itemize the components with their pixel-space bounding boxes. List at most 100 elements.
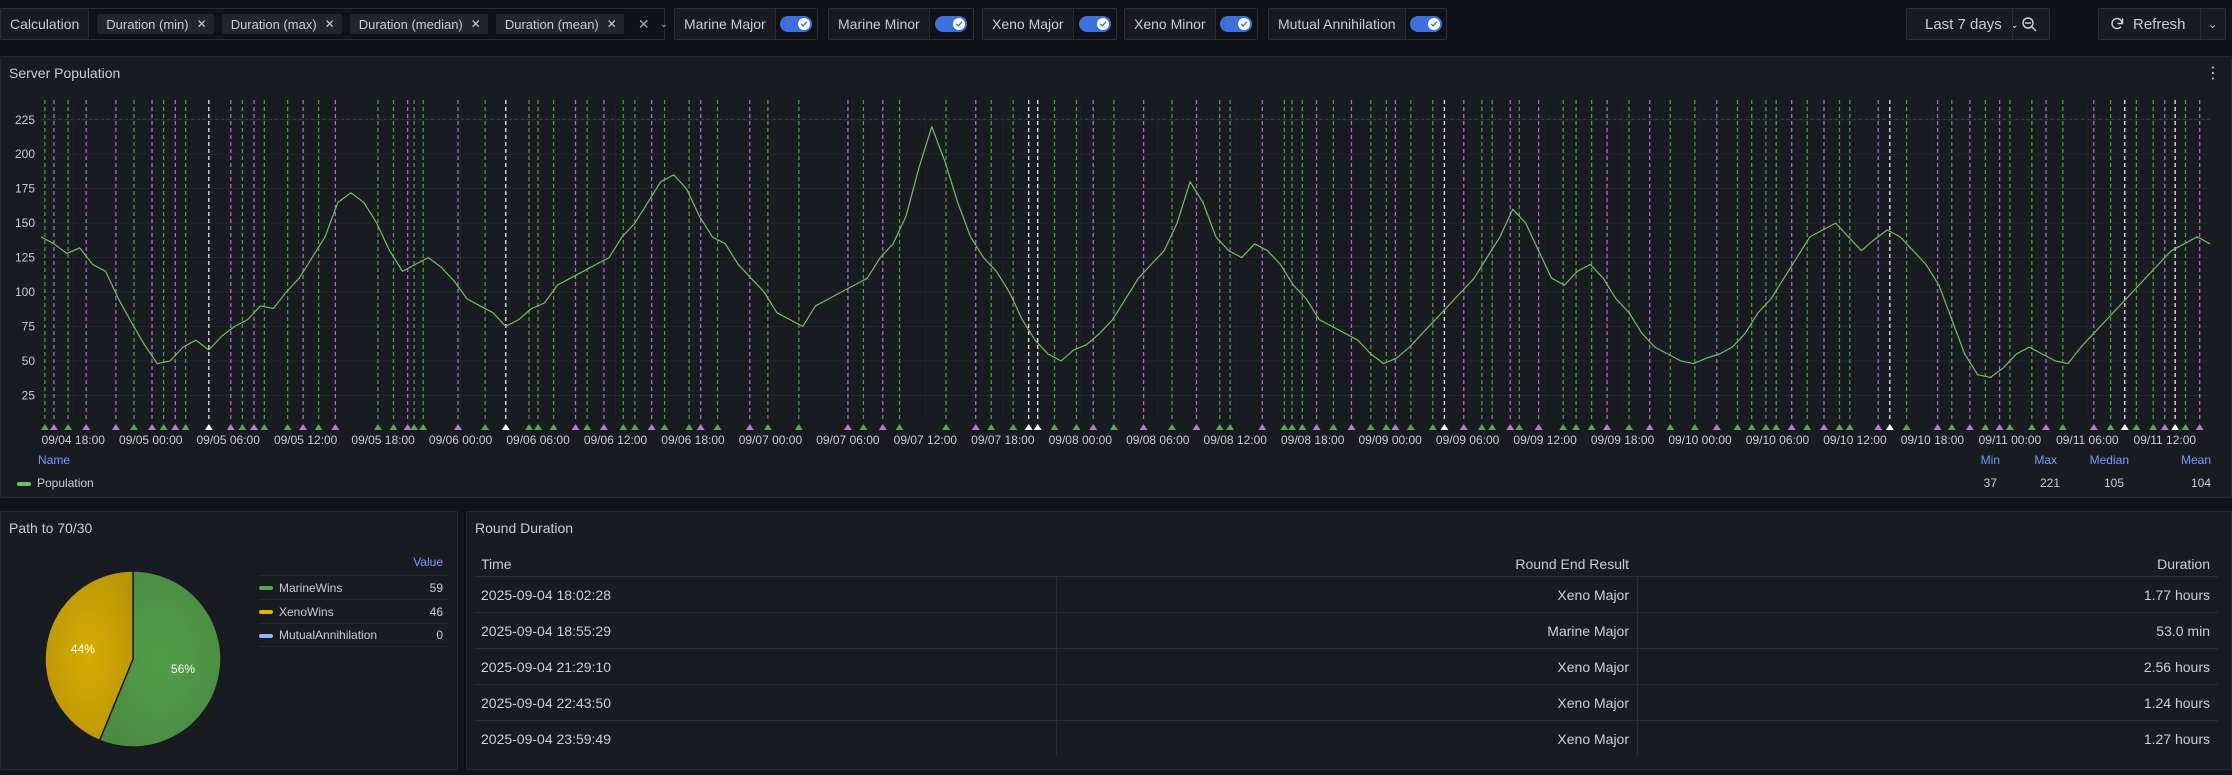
x-tick-label: 09/11 06:00 bbox=[2056, 433, 2119, 447]
annotation-marker bbox=[2027, 424, 2036, 430]
annotation-marker bbox=[1459, 424, 1468, 430]
pie-legend-item-marinewins[interactable]: MarineWins 59 bbox=[259, 575, 449, 599]
annotation-marker bbox=[64, 424, 73, 430]
cell-duration: 1.24 hours bbox=[1637, 685, 2218, 720]
legend-header-median[interactable]: Median bbox=[2089, 453, 2129, 467]
annotation-marker bbox=[2160, 424, 2169, 430]
annotation-marker bbox=[238, 424, 247, 430]
toggle-label: Xeno Major bbox=[983, 9, 1074, 39]
table-row: 2025-09-04 18:55:29 Marine Major 53.0 min bbox=[475, 612, 2218, 648]
legend-mean-value: 104 bbox=[2190, 476, 2211, 490]
panel-menu-icon[interactable]: ⋮ bbox=[2205, 65, 2221, 82]
chevron-down-icon[interactable]: ⌄ bbox=[659, 18, 668, 30]
annotation-marker bbox=[571, 424, 580, 430]
annotation-marker bbox=[2005, 424, 2014, 430]
toggle-variable: Marine Major bbox=[674, 8, 818, 40]
pie-chart[interactable]: 56% 44% bbox=[15, 555, 255, 765]
toggle-label: Marine Minor bbox=[829, 9, 930, 39]
annotation-marker bbox=[1024, 424, 1033, 430]
chip-label: Duration (max) bbox=[230, 16, 317, 32]
toggle-container bbox=[1074, 9, 1116, 39]
refresh-interval-dropdown[interactable]: ⌄ bbox=[2200, 9, 2224, 39]
population-chart[interactable]: 25 50 75 100 125 150 175 200 225 09/04 18:00 09/05… bbox=[0, 56, 2232, 486]
time-range-picker[interactable]: Last 7 days ⌄ bbox=[1906, 8, 2050, 40]
annotation-marker bbox=[534, 424, 543, 430]
annotation-marker bbox=[1645, 424, 1654, 430]
legend-header-mean[interactable]: Mean bbox=[2180, 453, 2211, 467]
annotation-marker bbox=[1391, 424, 1400, 430]
legend-series-population[interactable]: Population bbox=[17, 476, 94, 490]
annotation-marker bbox=[1534, 424, 1543, 430]
annotation-marker bbox=[111, 424, 120, 430]
legend-header-max[interactable]: Max bbox=[2034, 453, 2057, 467]
calculation-chip[interactable]: Duration (median) ✕ bbox=[349, 14, 488, 34]
calculation-chip[interactable]: Duration (mean) ✕ bbox=[495, 14, 624, 34]
column-header-result[interactable]: Round End Result bbox=[1515, 556, 1629, 572]
y-tick-label: 225 bbox=[15, 113, 35, 127]
refresh-icon bbox=[2111, 17, 2124, 30]
x-tick-label: 09/07 00:00 bbox=[739, 433, 803, 447]
legend-median-value: 105 bbox=[2103, 476, 2124, 490]
annotation-marker bbox=[419, 424, 428, 430]
round-duration-table: Time Round End Result Duration 2025-09-0… bbox=[475, 552, 2218, 756]
annotation-marker bbox=[1366, 424, 1375, 430]
y-tick-label: 175 bbox=[15, 182, 35, 196]
toggle-knob bbox=[1427, 18, 1440, 30]
legend-header-min[interactable]: Min bbox=[1980, 453, 2000, 467]
toggle-switch[interactable] bbox=[1409, 16, 1442, 32]
remove-chip-icon[interactable]: ✕ bbox=[606, 17, 617, 31]
annotation-marker bbox=[685, 424, 694, 430]
annotation-marker bbox=[82, 424, 91, 430]
x-tick-label: 09/06 06:00 bbox=[506, 433, 570, 447]
legend-header-name: Name bbox=[38, 453, 71, 467]
annotation-marker bbox=[1167, 424, 1176, 430]
annotation-marker bbox=[630, 424, 639, 430]
annotation-marker bbox=[1981, 424, 1990, 430]
toggle-knob bbox=[798, 18, 811, 30]
annotation-marker bbox=[148, 424, 157, 430]
pie-legend-value-header[interactable]: Value bbox=[413, 555, 443, 569]
calculation-chip[interactable]: Duration (max) ✕ bbox=[221, 14, 342, 34]
cell-result: Xeno Major bbox=[1056, 649, 1637, 684]
annotation-marker bbox=[843, 424, 852, 430]
annotation-marker bbox=[763, 424, 772, 430]
x-tick-label: 09/08 12:00 bbox=[1204, 433, 1268, 447]
remove-chip-icon[interactable]: ✕ bbox=[196, 17, 207, 31]
cell-time: 2025-09-04 23:59:49 bbox=[481, 730, 611, 747]
calculation-chip[interactable]: Duration (min) ✕ bbox=[97, 14, 214, 34]
annotation-marker bbox=[2042, 424, 2051, 430]
toggle-variable: Xeno Major bbox=[982, 8, 1117, 40]
column-header-time[interactable]: Time bbox=[481, 556, 512, 572]
remove-chip-icon[interactable]: ✕ bbox=[324, 17, 335, 31]
x-tick-label: 09/09 12:00 bbox=[1513, 433, 1577, 447]
table-row: 2025-09-04 18:02:28 Xeno Major 1.77 hours bbox=[475, 576, 2218, 612]
annotation-marker bbox=[454, 424, 463, 430]
calculation-select[interactable]: Duration (min) ✕ Duration (max) ✕ Duration (… bbox=[89, 14, 624, 34]
annotation-marker bbox=[1761, 424, 1770, 430]
annotation-marker bbox=[1587, 424, 1596, 430]
column-header-duration[interactable]: Duration bbox=[2157, 556, 2210, 572]
toggle-switch[interactable] bbox=[780, 16, 813, 32]
annotation-marker bbox=[859, 424, 868, 430]
annotation-marker bbox=[895, 424, 904, 430]
cell-duration: 1.27 hours bbox=[1637, 721, 2218, 756]
toggle-container bbox=[1406, 9, 1446, 39]
annotation-marker bbox=[1280, 424, 1289, 430]
refresh-button[interactable]: Refresh bbox=[2099, 9, 2200, 39]
zoom-out-button[interactable] bbox=[2012, 9, 2045, 39]
pie-legend-item-mutualannihilation[interactable]: MutualAnnihilation 0 bbox=[259, 623, 449, 647]
toggle-switch[interactable] bbox=[1220, 16, 1253, 32]
annotation-marker bbox=[1440, 424, 1449, 430]
annotation-marker bbox=[1488, 424, 1497, 430]
remove-chip-icon[interactable]: ✕ bbox=[470, 17, 481, 31]
toggle-switch[interactable] bbox=[935, 16, 968, 32]
toggle-switch[interactable] bbox=[1078, 16, 1111, 32]
pie-legend-item-xenowins[interactable]: XenoWins 46 bbox=[259, 599, 449, 623]
annotation-marker bbox=[299, 424, 308, 430]
toggle-variable: Xeno Minor bbox=[1124, 8, 1258, 40]
pie-legend-value: 59 bbox=[429, 580, 443, 595]
clear-selection-icon[interactable]: ✕ bbox=[637, 15, 650, 32]
cell-result: Marine Major bbox=[1056, 613, 1637, 648]
toggle-container bbox=[930, 9, 973, 39]
refresh-picker[interactable]: Refresh ⌄ bbox=[2098, 8, 2226, 40]
